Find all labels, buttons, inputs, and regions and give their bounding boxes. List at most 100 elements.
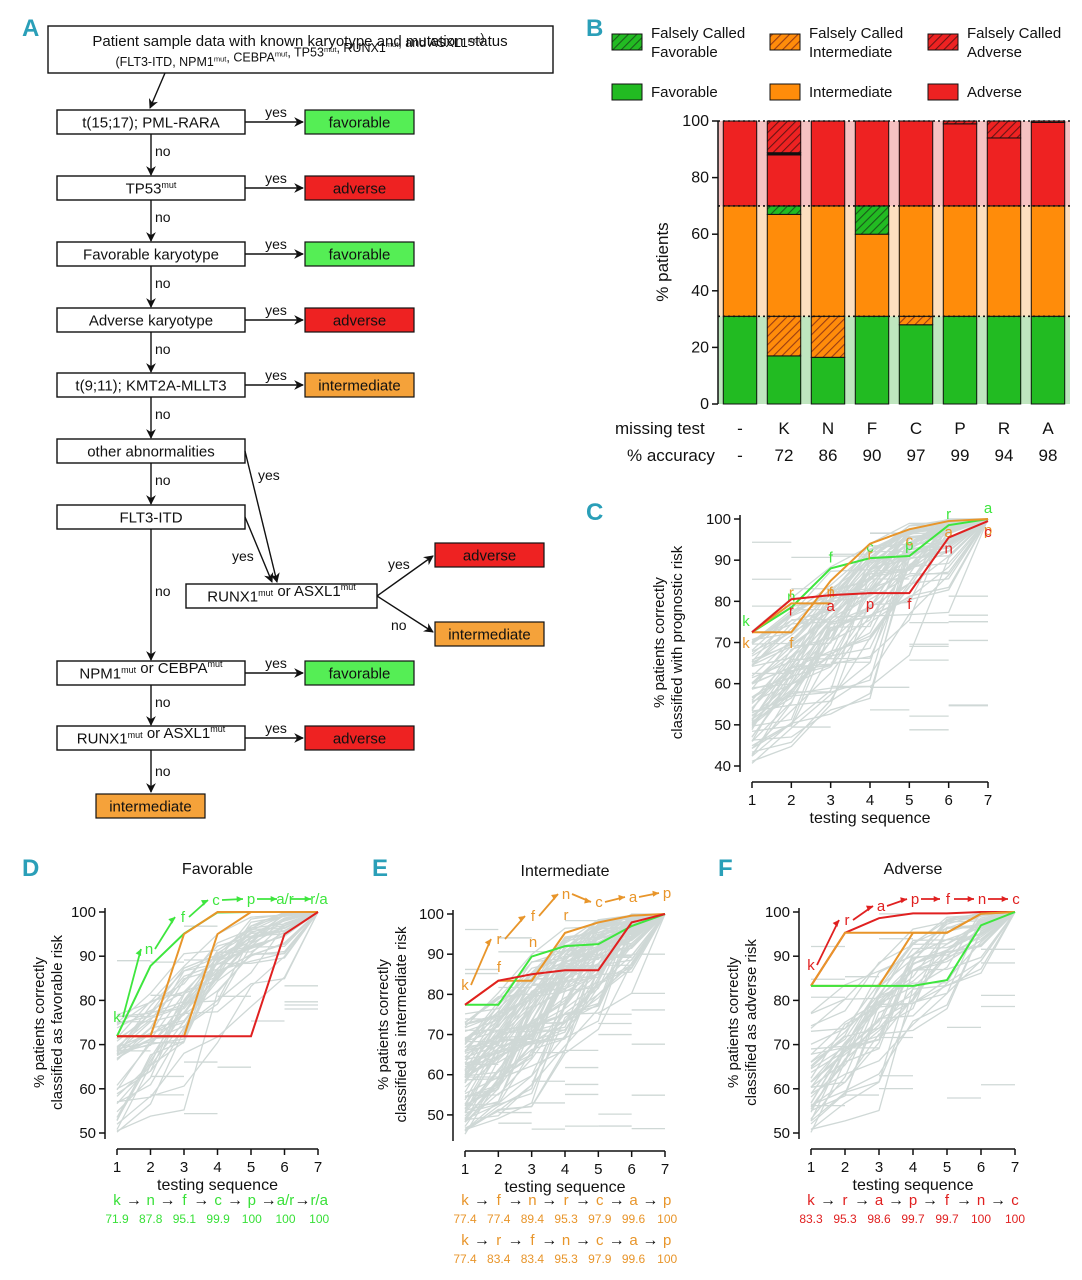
y-tick-label: 60: [79, 1081, 96, 1098]
category-label: C: [910, 419, 922, 438]
accuracy-label: 98: [1039, 446, 1058, 465]
superscript-mut: mut: [128, 730, 144, 740]
bar-segment: [766, 205, 802, 215]
flow-arrow-yes: [244, 450, 280, 583]
flow-node-label: FLT3-ITD: [119, 510, 182, 527]
grey-sequence-line: [810, 911, 1016, 1112]
bar-segment: [942, 315, 978, 405]
grey-sequence-line: [810, 911, 1016, 1083]
superscript-mut: mut: [161, 180, 177, 190]
point-letter: f: [907, 596, 912, 613]
sequence-value: 99.6: [622, 1252, 646, 1266]
text-part: NPM1: [79, 666, 121, 683]
bar-segment: [986, 205, 1022, 317]
arrow-chain-letter: k: [113, 1009, 121, 1026]
y-tick-label: 80: [773, 992, 790, 1009]
sequence-value: 99.7: [935, 1212, 959, 1226]
arrow-chain-letter: c: [212, 892, 220, 909]
y-tick-label: 70: [79, 1037, 96, 1054]
flow-outcome-box: [304, 372, 415, 398]
x-tick-label: 2: [494, 1161, 502, 1178]
y-tick-label: 50: [79, 1125, 96, 1142]
flow-no-label: no: [391, 617, 407, 633]
sequence-value: 95.3: [554, 1212, 578, 1226]
legend-swatch-hatch_adv: [927, 33, 959, 51]
text-part: Favorable karyotype: [83, 247, 219, 264]
flow-node-box: [56, 307, 246, 333]
x-tick-label: 3: [180, 1159, 188, 1176]
arrow-chain-head: [518, 916, 525, 923]
y-tick-label: 40: [691, 283, 709, 300]
flow-outcome-box: [304, 241, 415, 267]
y-tick-label: 40: [714, 758, 731, 775]
grey-sequence-line: [464, 913, 666, 1058]
point-letter: n: [944, 541, 952, 558]
point-letter: r: [789, 602, 794, 619]
arrow-chain-letter: n: [978, 891, 986, 908]
flow-header-box: [47, 25, 554, 74]
sequence-value: 95.1: [173, 1212, 197, 1226]
accuracy-label: 99: [951, 446, 970, 465]
flow-yes-label: yes: [258, 467, 280, 483]
row-label-missing-test: missing test: [615, 419, 705, 438]
sequence-step: c: [1011, 1192, 1019, 1209]
arrow-chain-letter: n: [562, 886, 570, 903]
sequence-value: 77.4: [453, 1252, 477, 1266]
grey-sequence-line: [751, 518, 989, 749]
x-tick-label: 6: [944, 792, 952, 809]
sequence-value: 83.3: [799, 1212, 823, 1226]
x-tick-label: 7: [314, 1159, 322, 1176]
sequence-step: n: [528, 1192, 536, 1209]
arrow-chain-head: [1001, 895, 1008, 903]
text-part: or CEBPA: [136, 660, 207, 677]
superscript-mut: mut: [214, 54, 227, 63]
sequence-step: n: [147, 1192, 155, 1209]
point-letter: n: [826, 584, 834, 601]
legend-swatch-adverse: [927, 83, 959, 101]
bar-segment: [766, 120, 802, 154]
bar-segment: [810, 205, 846, 317]
arrow-chain-head: [967, 895, 974, 903]
grey-sequence-line: [464, 913, 666, 1121]
flow-outcome-label: adverse: [333, 731, 386, 748]
x-tick-label: 7: [1011, 1159, 1019, 1176]
x-tick-label: 7: [984, 792, 992, 809]
legend-label: Adverse: [967, 84, 1022, 101]
sequence-step: c: [596, 1232, 604, 1249]
arrow-chain-head: [270, 895, 277, 903]
flow-outcome-label: adverse: [333, 313, 386, 330]
sequence-arrow: →: [261, 1192, 277, 1209]
bar-segment: [722, 205, 758, 317]
point-letter: r: [868, 547, 873, 564]
sequence-step: a/r: [277, 1192, 295, 1209]
sequence-arrow: →: [888, 1192, 904, 1209]
arrow-chain-letter: f: [946, 891, 951, 908]
x-tick-label: 2: [146, 1159, 154, 1176]
arrow-chain-letter: a/r: [276, 891, 294, 908]
flow-outcome-box: [304, 307, 415, 333]
text-part: RUNX1: [207, 589, 258, 606]
bar-segment: [898, 120, 934, 207]
sequence-value: 87.8: [139, 1212, 163, 1226]
flow-no-label: no: [155, 209, 171, 225]
grey-sequence-line: [751, 518, 989, 724]
y-tick-label: 50: [773, 1125, 790, 1142]
flow-yes-label: yes: [265, 170, 287, 186]
x-tick-label: 4: [561, 1161, 569, 1178]
accuracy-label: 72: [775, 446, 794, 465]
chart-title: Adverse: [884, 861, 943, 878]
sequence-arrow: →: [126, 1192, 142, 1209]
sequence-arrow: →: [227, 1192, 243, 1209]
grey-sequence-line: [116, 911, 319, 1042]
bar-segment: [854, 233, 890, 317]
accuracy-label: -: [737, 446, 743, 465]
flow-yes-label: yes: [265, 104, 287, 120]
flow-outcome-box: [304, 175, 415, 201]
bar-segment: [722, 315, 758, 405]
sequence-value: 89.4: [521, 1212, 545, 1226]
sequence-value: 100: [971, 1212, 991, 1226]
bar-segment: [766, 213, 802, 317]
grey-sequence-line: [751, 518, 989, 741]
bar-segment: [1030, 205, 1066, 317]
x-tick-label: 6: [280, 1159, 288, 1176]
